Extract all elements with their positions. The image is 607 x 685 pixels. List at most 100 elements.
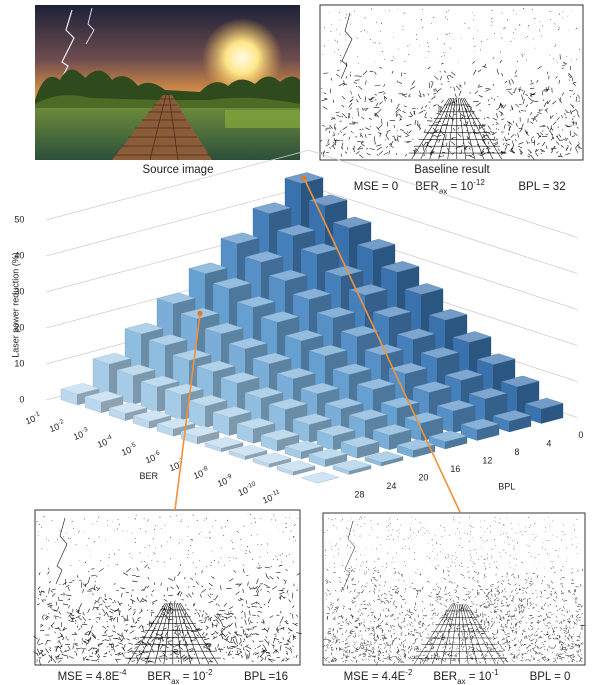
z-tick-label: 16: [450, 464, 460, 474]
bar-top: [220, 372, 260, 384]
bar-top: [396, 439, 436, 451]
bar-top: [340, 325, 380, 337]
bar-top: [308, 448, 348, 460]
bar: [492, 410, 532, 433]
bar-top: [300, 382, 340, 395]
bar-top: [260, 429, 300, 441]
caption: BPL = 32: [518, 181, 565, 193]
bar-top: [132, 410, 172, 422]
bar-top: [524, 397, 564, 410]
bar-top: [276, 367, 316, 380]
bar-top: [244, 387, 284, 399]
caption: BPL =16: [244, 671, 288, 683]
connector-dot: [301, 175, 307, 181]
bar-top: [300, 471, 340, 484]
bar-top: [108, 402, 148, 414]
bar-top: [164, 383, 204, 395]
x-tick-label: 10-9: [216, 473, 235, 489]
x-tick-base: 10: [144, 453, 157, 466]
caption-part: = 10: [180, 671, 206, 683]
x-tick-exp: -3: [81, 426, 89, 435]
x-tick-exp: -4: [105, 434, 113, 443]
caption-part: BER: [415, 181, 439, 193]
caption-part: ax: [457, 677, 465, 685]
bar-top: [228, 444, 268, 457]
bar-top: [300, 243, 340, 255]
bar-top: [500, 375, 540, 388]
bar: [84, 390, 124, 414]
z-tick-label: 12: [482, 455, 492, 465]
bar-top: [356, 378, 396, 390]
bar-top: [332, 459, 372, 472]
x-tick-exp: -6: [153, 449, 161, 458]
caption-part: ax: [171, 677, 179, 685]
x-tick-base: 10: [261, 493, 274, 506]
x-tick-label: 10-6: [144, 449, 163, 465]
x-tick-base: 10: [237, 485, 250, 498]
bar-top: [324, 265, 364, 277]
bar: [308, 448, 348, 467]
x-axis-title: BER: [140, 471, 159, 481]
result-image-right: [322, 512, 586, 666]
x-tick-base: 10: [216, 476, 229, 489]
bar: [316, 424, 356, 451]
x-tick-exp: -9: [225, 473, 233, 482]
bar-top: [84, 390, 124, 403]
edge-strokes: [33, 513, 303, 665]
y-tick-label: 0: [19, 394, 24, 404]
bar-top: [420, 347, 460, 359]
x-tick-exp: -1: [33, 410, 41, 419]
x-tick-label: 10-8: [192, 465, 211, 481]
caption-part: -12: [473, 178, 485, 187]
x-tick-label: 10-7: [168, 457, 187, 473]
bar-top: [196, 360, 236, 372]
bar-top: [244, 251, 284, 263]
bar: [524, 397, 564, 424]
caption-part: BER: [433, 671, 457, 683]
bar: [236, 417, 276, 444]
bar: [276, 460, 316, 476]
bar-top: [380, 397, 420, 409]
connector: [303, 177, 461, 513]
bar-top: [476, 353, 516, 365]
y-tick-label: 20: [14, 322, 24, 332]
caption-part: MSE = 4.8E: [58, 671, 120, 683]
bar-top: [236, 417, 276, 430]
bar-top: [228, 337, 268, 350]
z-tick-label: 28: [354, 489, 364, 499]
bar-top: [372, 424, 412, 436]
bar: [468, 387, 508, 425]
bar-top: [92, 352, 132, 365]
bar-top: [444, 369, 484, 381]
caption: MSE = 0: [354, 181, 398, 193]
bar-top: [204, 322, 244, 335]
bar-top: [372, 306, 412, 318]
bar-top: [324, 397, 364, 410]
x-tick-base: 10: [96, 437, 109, 450]
bar-top: [188, 262, 228, 274]
bar-top: [356, 238, 396, 251]
z-axis-title: BPL: [498, 481, 515, 491]
x-tick-base: 10: [72, 429, 85, 442]
bar-top: [212, 277, 252, 289]
bar-top: [316, 306, 356, 319]
baseline-image: [319, 4, 584, 161]
caption-part: = 10: [447, 181, 473, 193]
x-tick-label: 10-5: [120, 442, 139, 458]
bar-top: [180, 425, 220, 437]
bar: [156, 417, 196, 437]
x-tick-label: 10-2: [48, 418, 67, 434]
y-tick-label: 50: [14, 214, 24, 224]
caption-part: -1: [491, 668, 499, 677]
caption-part: -2: [205, 668, 213, 677]
caption: BPL = 0: [530, 671, 571, 683]
z-tick-label: 24: [386, 481, 396, 491]
bar-top: [380, 261, 420, 273]
bar: [428, 430, 468, 450]
bar: [300, 471, 340, 484]
grid-line: [46, 149, 578, 238]
caption-part: MSE = 4.4E: [344, 671, 406, 683]
bar-top: [156, 292, 196, 305]
bar-top: [204, 437, 244, 449]
